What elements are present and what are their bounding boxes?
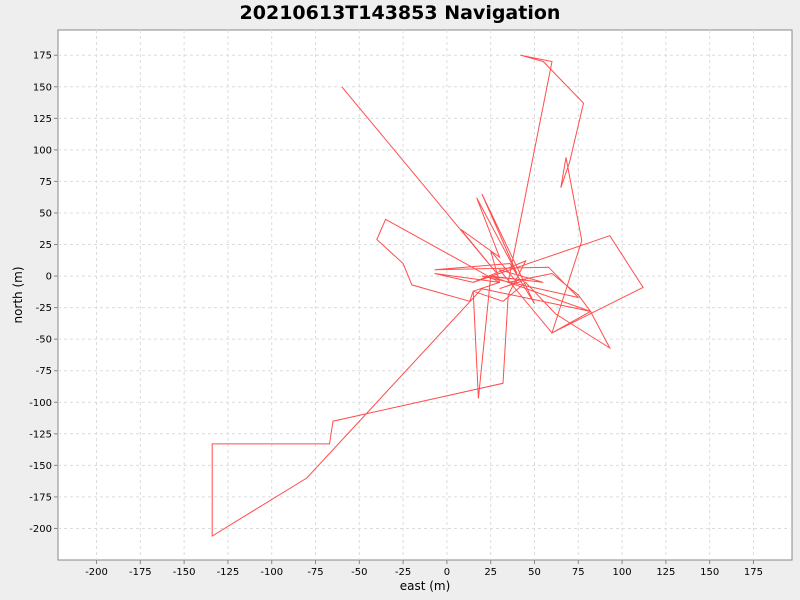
plot-area xyxy=(57,29,793,561)
y-tick-label: 100 xyxy=(33,145,52,156)
y-tick-label: 175 xyxy=(33,51,52,62)
x-tick-label: -100 xyxy=(260,567,283,578)
chart-title: 20210613T143853 Navigation xyxy=(240,2,561,24)
x-tick-label: -25 xyxy=(395,567,411,578)
y-tick-label: 25 xyxy=(39,240,52,251)
x-axis-ticks: -200 -175 -150 -125 -100 -75 -50 -25 0 25 50 75 100 1… xyxy=(85,560,763,578)
y-tick-label: -175 xyxy=(29,492,52,503)
x-tick-label: 175 xyxy=(744,567,763,578)
y-axis-label: north (m) xyxy=(11,266,25,323)
y-tick-label: 150 xyxy=(33,82,52,93)
y-tick-label: -200 xyxy=(29,524,52,535)
y-tick-label: -100 xyxy=(29,398,52,409)
y-tick-label: 125 xyxy=(33,114,52,125)
navigation-track-line xyxy=(211,54,644,537)
y-tick-label: 50 xyxy=(39,208,52,219)
x-tick-label: -150 xyxy=(173,567,196,578)
x-tick-label: 125 xyxy=(656,567,675,578)
y-tick-label: 75 xyxy=(39,177,52,188)
y-tick-label: -50 xyxy=(36,335,52,346)
y-tick-label: 0 xyxy=(46,272,52,283)
x-tick-label: -175 xyxy=(129,567,152,578)
x-tick-label: 75 xyxy=(572,567,585,578)
x-tick-label: -200 xyxy=(85,567,108,578)
grid xyxy=(58,30,792,560)
x-tick-label: 50 xyxy=(528,567,541,578)
x-tick-label: 100 xyxy=(613,567,632,578)
y-tick-label: -125 xyxy=(29,429,52,440)
x-tick-label: 25 xyxy=(484,567,497,578)
x-axis-label: east (m) xyxy=(400,579,451,593)
x-tick-label: -125 xyxy=(217,567,240,578)
y-tick-label: -25 xyxy=(36,303,52,314)
y-tick-label: -75 xyxy=(36,366,52,377)
x-tick-label: -50 xyxy=(351,567,367,578)
x-tick-label: 0 xyxy=(444,567,450,578)
data-layer xyxy=(211,54,644,537)
y-tick-label: -150 xyxy=(29,461,52,472)
x-tick-label: 150 xyxy=(700,567,719,578)
x-tick-label: -75 xyxy=(307,567,323,578)
y-axis-ticks: 175 150 125 100 75 50 25 0 -25 -50 -75 -100 -125 -150… xyxy=(29,51,58,535)
